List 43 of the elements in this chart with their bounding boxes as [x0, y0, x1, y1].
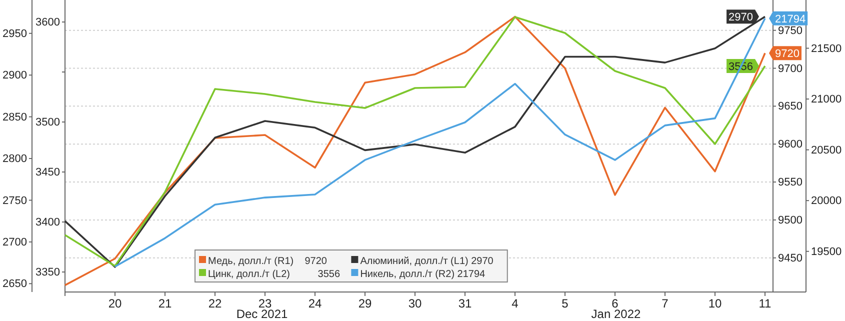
x-tick-label: 7 [662, 296, 669, 311]
legend-label: Цинк, долл./т (L2) 3556 [208, 269, 340, 280]
y-tick-label: 9600 [778, 138, 802, 151]
x-tick-label: 4 [512, 296, 519, 311]
y3-tick-label: 3500 [36, 116, 60, 129]
y-tick-label: 9450 [778, 252, 802, 264]
y3-tick-label: 3450 [36, 166, 60, 179]
y-tick-label: 20000 [811, 195, 842, 208]
legend-label: Никель, долл./т (R2) 21794 [360, 269, 486, 280]
y2-tick-label: 2800 [2, 153, 27, 166]
x-tick-label: 20 [108, 296, 122, 311]
y3-tick-label: 3400 [36, 216, 60, 229]
x-tick-label: 11 [758, 296, 772, 311]
y2-tick-label: 2650 [2, 278, 27, 290]
y-tick-label: 9550 [778, 176, 802, 189]
y-tick-label: 21000 [811, 94, 842, 106]
x-tick-label: 31 [458, 296, 472, 311]
x-tick-label: 29 [358, 296, 372, 311]
data-label: 2970 [728, 12, 753, 24]
y3-tick-label: 3350 [36, 266, 60, 279]
x-tick-label: 21 [158, 296, 172, 311]
x-tick-label: 10 [708, 296, 722, 311]
y-tick-label: 9700 [778, 62, 802, 75]
x-tick-label: 5 [562, 296, 569, 311]
y-tick-label: 19500 [811, 246, 842, 258]
data-label: 9720 [775, 48, 800, 60]
x-tick-label: 22 [208, 296, 222, 311]
x-tick-label: 30 [408, 296, 422, 311]
y2-tick-label: 2700 [2, 236, 27, 248]
y-tick-label: 9750 [778, 24, 802, 37]
y-tick-label: 9500 [778, 214, 802, 226]
y-tick-label: 9650 [778, 100, 802, 113]
y-tick-label: 21500 [811, 42, 842, 55]
y-tick-label: 20500 [811, 144, 842, 156]
y2-tick-label: 2950 [2, 28, 27, 40]
y2-tick-label: 2850 [2, 111, 27, 124]
data-label: 21794 [775, 13, 806, 26]
y2-tick-label: 2900 [2, 70, 27, 82]
y2-tick-label: 2750 [2, 194, 27, 207]
legend-label: Медь, долл./т (R1) 9720 [208, 256, 328, 267]
x-tick-label: 24 [308, 296, 322, 311]
y3-tick-label: 3600 [36, 16, 60, 29]
legend-label: Алюминий, долл./т (L1) 2970 [360, 256, 494, 267]
